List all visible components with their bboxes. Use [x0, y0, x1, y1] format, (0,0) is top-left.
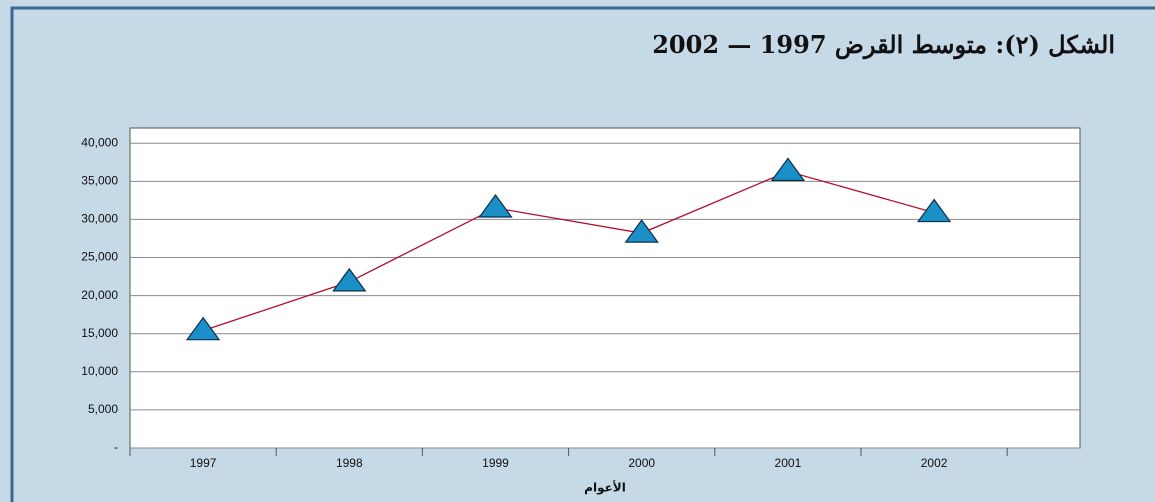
y-tick-label: 25,000	[81, 250, 118, 264]
series-line	[202, 170, 935, 332]
y-tick-label: 20,000	[81, 288, 118, 302]
plot-area	[129, 127, 1081, 449]
marker	[332, 267, 367, 292]
y-tick-label: 15,000	[81, 326, 118, 340]
x-tick-label: 2002	[921, 456, 948, 470]
x-tick-label: 1998	[336, 456, 363, 470]
y-tick-label: 40,000	[81, 135, 118, 149]
x-axis-label: الأعوام	[584, 480, 626, 496]
x-tick-label: 1997	[190, 456, 217, 470]
y-tick-label: 5,000	[88, 402, 118, 416]
marker	[185, 316, 221, 341]
chart-title: الشكل (٢): متوسط القرض 1997 — 2002	[652, 30, 1115, 59]
marker	[478, 193, 513, 218]
y-tick-label: -	[114, 440, 118, 454]
y-tick-label: 10,000	[81, 364, 118, 378]
marker	[770, 157, 806, 182]
marker	[916, 198, 952, 223]
marker	[624, 219, 659, 243]
x-tick-label: 1999	[482, 456, 509, 470]
x-tick-label: 2001	[775, 456, 802, 470]
y-tick-label: 35,000	[81, 174, 118, 188]
y-tick-label: 30,000	[81, 212, 118, 226]
frame	[10, 6, 1155, 502]
x-tick-label: 2000	[628, 456, 655, 470]
